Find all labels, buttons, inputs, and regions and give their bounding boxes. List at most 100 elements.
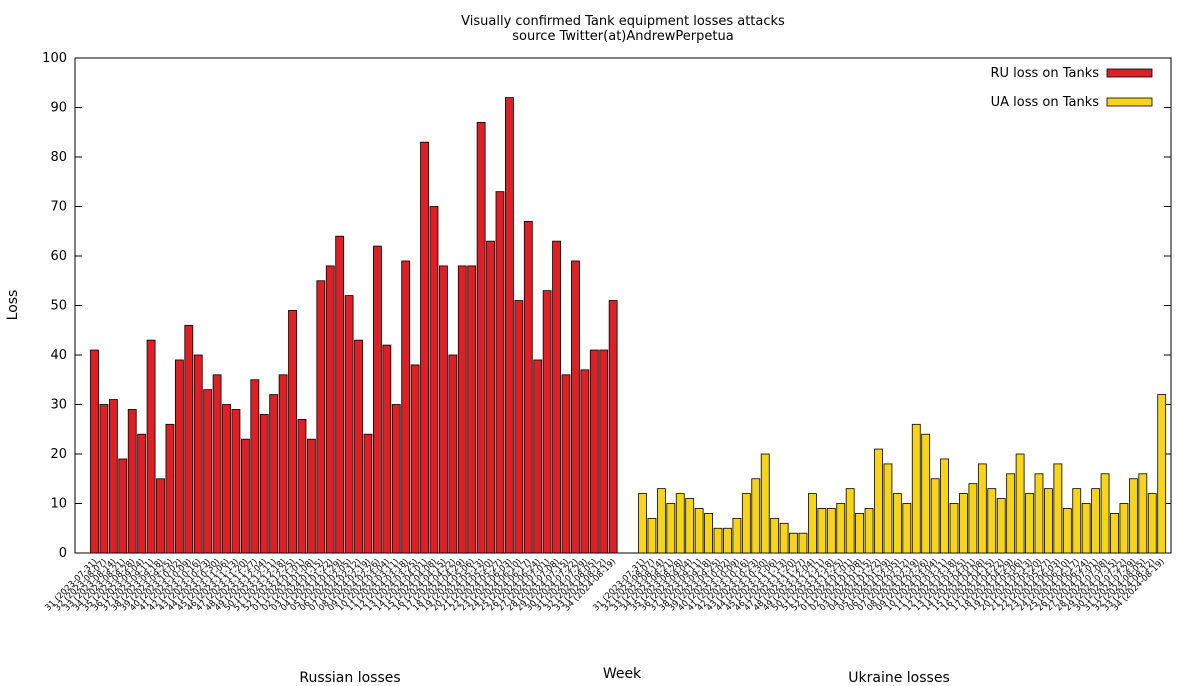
ua-bar bbox=[1128, 478, 1138, 554]
ru-bar bbox=[297, 418, 307, 554]
y-tick-label: 70 bbox=[50, 200, 67, 215]
ua-bar bbox=[741, 493, 751, 554]
ru-bar bbox=[118, 458, 128, 554]
ua-bar bbox=[666, 503, 676, 554]
y-tick-label: 80 bbox=[50, 150, 67, 165]
ua-bar bbox=[760, 453, 770, 554]
y-tick-label: 20 bbox=[50, 447, 67, 462]
ru-bar bbox=[495, 191, 505, 554]
ru-bar bbox=[278, 374, 288, 554]
ua-bar bbox=[911, 423, 921, 554]
ua-bar bbox=[996, 498, 1006, 554]
ru-bar bbox=[193, 354, 203, 554]
ua-bar bbox=[789, 532, 798, 554]
chart-subtitle: source Twitter(at)AndrewPerpetua bbox=[512, 29, 733, 44]
ua-bars bbox=[638, 394, 1167, 554]
ru-bar bbox=[467, 265, 477, 554]
ru-bar bbox=[165, 423, 175, 554]
ru-bar bbox=[420, 141, 429, 554]
ru-bar bbox=[401, 260, 411, 554]
ua-bar bbox=[902, 503, 912, 554]
ru-bar bbox=[259, 413, 269, 554]
ru-bar bbox=[99, 404, 109, 554]
ru-bar bbox=[514, 300, 524, 554]
ua-bar bbox=[1053, 463, 1063, 554]
ua-bar bbox=[685, 498, 695, 554]
y-tick-label: 40 bbox=[50, 348, 67, 363]
ru-bar bbox=[476, 121, 486, 554]
ru-bar bbox=[552, 240, 561, 554]
ru-bar bbox=[599, 349, 609, 554]
y-tick-label: 0 bbox=[59, 546, 67, 561]
ru-bar bbox=[382, 344, 392, 554]
y-tick-label: 10 bbox=[50, 497, 67, 512]
ua-bar bbox=[1072, 488, 1082, 554]
ru-bar bbox=[184, 324, 194, 554]
ru-bar bbox=[316, 280, 326, 554]
ua-bar bbox=[723, 527, 732, 554]
y-axis-title: Loss bbox=[5, 290, 21, 321]
ua-bar bbox=[1015, 453, 1025, 554]
x-axis-title: Week bbox=[603, 666, 642, 682]
y-tick-label: 100 bbox=[42, 51, 67, 66]
ua-bar bbox=[1091, 488, 1101, 554]
legend-swatch bbox=[1106, 97, 1153, 107]
ua-bar bbox=[1119, 503, 1129, 554]
ua-bar bbox=[779, 522, 789, 554]
ua-bar bbox=[770, 517, 780, 554]
ru-bar bbox=[212, 374, 222, 554]
ru-bar bbox=[533, 359, 543, 554]
legend-label: RU loss on Tanks bbox=[990, 66, 1099, 81]
ua-bar bbox=[1138, 473, 1148, 554]
ru-bar bbox=[137, 433, 147, 554]
x-axis-labels: 31 (2023-07-31)32 (2023-08-07)33 (2023-0… bbox=[43, 557, 1166, 613]
ua-bar bbox=[1025, 493, 1034, 554]
ua-bar bbox=[921, 433, 931, 554]
ru-bar bbox=[146, 339, 156, 554]
ru-bar bbox=[127, 409, 137, 554]
ua-bar bbox=[864, 508, 874, 554]
y-axis: 0 10 20 30 40 50 60 70 80 90 100 bbox=[42, 51, 1171, 561]
ua-bar bbox=[959, 493, 968, 554]
ua-bar bbox=[930, 478, 940, 554]
ua-bar bbox=[1157, 394, 1167, 554]
ua-bar bbox=[1147, 493, 1157, 554]
group-label-russian: Russian losses bbox=[299, 670, 400, 686]
ru-bar bbox=[589, 349, 599, 554]
ua-bar bbox=[656, 488, 666, 554]
ua-bar bbox=[798, 532, 808, 554]
ru-bar bbox=[542, 290, 552, 554]
y-tick-label: 60 bbox=[50, 249, 67, 264]
ru-bar bbox=[363, 433, 373, 554]
ru-bar bbox=[288, 310, 297, 554]
ru-bar bbox=[457, 265, 467, 554]
ru-bar bbox=[240, 438, 250, 554]
ru-bar bbox=[90, 349, 99, 554]
ua-bar bbox=[1044, 488, 1053, 554]
ua-bar bbox=[1110, 513, 1119, 554]
ua-bar bbox=[940, 458, 949, 554]
ua-bar bbox=[751, 478, 761, 554]
ua-bar bbox=[638, 493, 647, 554]
ru-bar bbox=[231, 409, 241, 554]
ua-bar bbox=[1062, 508, 1072, 554]
ua-bar bbox=[647, 517, 657, 554]
ua-bar bbox=[977, 463, 987, 554]
ru-bar bbox=[486, 240, 495, 554]
ua-bar bbox=[732, 517, 742, 554]
ru-bar bbox=[523, 220, 533, 554]
ua-bar bbox=[1034, 473, 1044, 554]
ru-bar bbox=[561, 374, 571, 554]
ua-bar bbox=[855, 513, 865, 554]
ua-bar bbox=[694, 508, 704, 554]
legend: RU loss on Tanks UA loss on Tanks bbox=[990, 66, 1153, 110]
ru-bar bbox=[410, 364, 420, 554]
ua-bar bbox=[892, 493, 902, 554]
ua-bar bbox=[883, 463, 893, 554]
ru-bar bbox=[580, 369, 590, 554]
ru-bar bbox=[372, 245, 382, 554]
ru-bar bbox=[439, 265, 448, 554]
ru-bar bbox=[203, 389, 213, 554]
ru-bar bbox=[335, 235, 345, 554]
ru-bar bbox=[344, 295, 354, 554]
